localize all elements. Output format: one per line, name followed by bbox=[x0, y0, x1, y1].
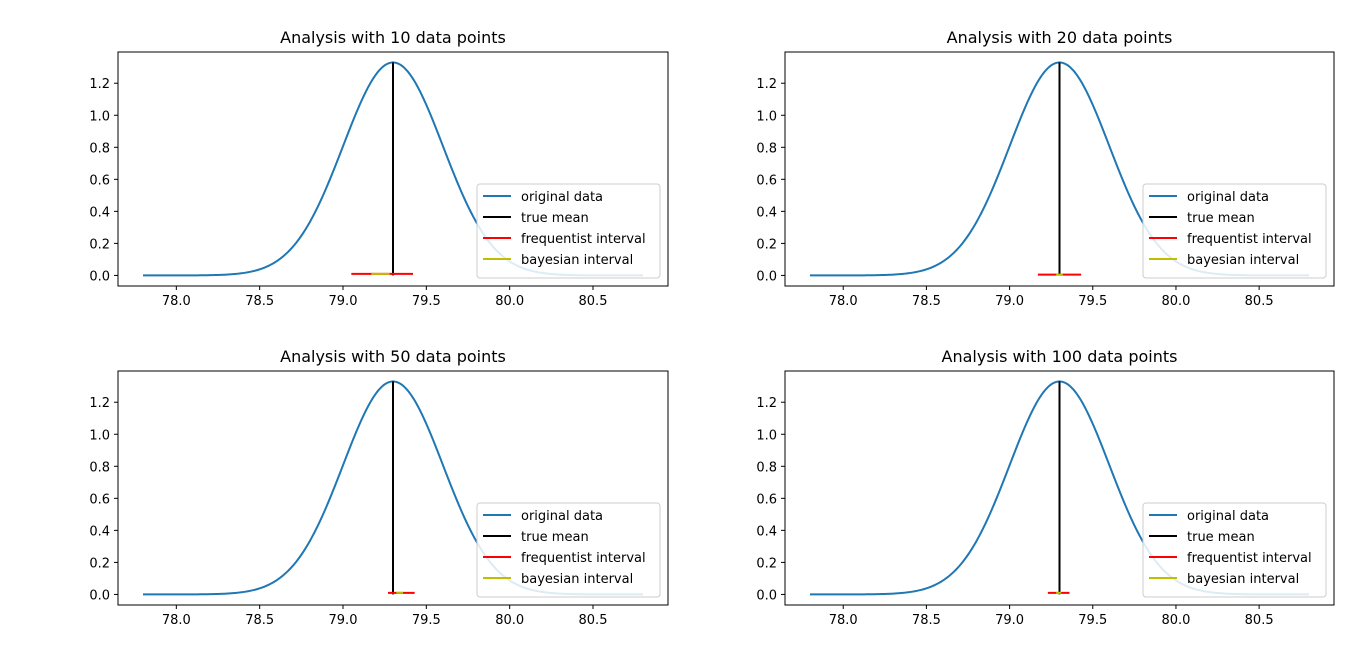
x-tick-label: 79.0 bbox=[995, 613, 1024, 628]
y-tick-label: 1.0 bbox=[89, 428, 110, 443]
y-tick-label: 0.8 bbox=[756, 141, 777, 156]
x-tick-label: 78.0 bbox=[162, 613, 191, 628]
y-tick-label: 1.0 bbox=[756, 428, 777, 443]
legend-label: true mean bbox=[521, 211, 589, 226]
x-tick-label: 79.0 bbox=[995, 294, 1024, 309]
y-tick-label: 1.2 bbox=[756, 77, 777, 92]
legend-label: original data bbox=[1187, 509, 1269, 524]
y-tick-label: 0.0 bbox=[89, 588, 110, 603]
y-tick-label: 0.2 bbox=[89, 237, 110, 252]
y-tick-label: 1.2 bbox=[89, 77, 110, 92]
legend-label: true mean bbox=[1187, 211, 1255, 226]
legend-label: true mean bbox=[521, 530, 589, 545]
legend-label: frequentist interval bbox=[521, 232, 646, 247]
x-tick-label: 79.5 bbox=[1078, 294, 1107, 309]
subplot-title: Analysis with 20 data points bbox=[947, 28, 1173, 47]
x-tick-label: 80.5 bbox=[579, 294, 608, 309]
y-tick-label: 0.8 bbox=[89, 141, 110, 156]
y-tick-label: 0.4 bbox=[756, 205, 777, 220]
y-tick-label: 0.8 bbox=[756, 460, 777, 475]
subplot-title: Analysis with 50 data points bbox=[280, 347, 506, 366]
legend: original data true mean frequentist interv… bbox=[476, 183, 661, 279]
legend-box bbox=[1142, 183, 1327, 279]
legend-label: bayesian interval bbox=[1187, 253, 1299, 268]
y-tick-label: 0.6 bbox=[756, 492, 777, 507]
x-tick-label: 80.0 bbox=[1161, 613, 1190, 628]
y-tick-label: 0.6 bbox=[89, 492, 110, 507]
legend-label: original data bbox=[1187, 190, 1269, 205]
y-tick-label: 0.0 bbox=[756, 269, 777, 284]
legend-label: frequentist interval bbox=[1187, 551, 1312, 566]
x-tick-label: 79.5 bbox=[412, 613, 441, 628]
legend-label: original data bbox=[521, 190, 603, 205]
legend-box bbox=[1142, 502, 1327, 598]
y-tick-label: 0.4 bbox=[89, 205, 110, 220]
x-tick-label: 80.0 bbox=[1161, 294, 1190, 309]
subplot-title: Analysis with 10 data points bbox=[280, 28, 506, 47]
legend-label: frequentist interval bbox=[1187, 232, 1312, 247]
x-tick-label: 79.5 bbox=[412, 294, 441, 309]
legend-label: bayesian interval bbox=[1187, 572, 1299, 587]
y-tick-label: 1.0 bbox=[89, 109, 110, 124]
x-tick-label: 80.5 bbox=[579, 613, 608, 628]
legend-box bbox=[476, 502, 661, 598]
y-tick-label: 0.6 bbox=[756, 173, 777, 188]
subplot-4: Analysis with 100 data points 78.0 78.5 79.… bbox=[756, 347, 1335, 628]
legend-label: original data bbox=[521, 509, 603, 524]
y-tick-label: 0.4 bbox=[756, 524, 777, 539]
y-tick-label: 0.2 bbox=[756, 237, 777, 252]
legend-label: bayesian interval bbox=[521, 253, 633, 268]
y-tick-label: 0.2 bbox=[89, 556, 110, 571]
axes-frame bbox=[117, 370, 669, 606]
x-tick-label: 80.5 bbox=[1245, 294, 1274, 309]
legend-label: true mean bbox=[1187, 530, 1255, 545]
y-tick-label: 0.0 bbox=[756, 588, 777, 603]
y-tick-label: 1.0 bbox=[756, 109, 777, 124]
x-tick-label: 78.0 bbox=[829, 294, 858, 309]
x-tick-label: 78.5 bbox=[912, 613, 941, 628]
subplot-1: Analysis with 10 data points 78.0 78.5 79.0… bbox=[89, 28, 669, 309]
y-tick-label: 0.4 bbox=[89, 524, 110, 539]
y-tick-label: 0.6 bbox=[89, 173, 110, 188]
subplot-2: Analysis with 20 data points 78.0 78.5 79.0… bbox=[756, 28, 1335, 309]
y-tick-label: 1.2 bbox=[89, 396, 110, 411]
x-tick-label: 79.0 bbox=[329, 294, 358, 309]
legend-label: frequentist interval bbox=[521, 551, 646, 566]
x-tick-label: 80.0 bbox=[495, 294, 524, 309]
legend-box bbox=[476, 183, 661, 279]
x-tick-label: 79.5 bbox=[1078, 613, 1107, 628]
legend: original data true mean frequentist interv… bbox=[1142, 502, 1327, 598]
legend: original data true mean frequentist interv… bbox=[1142, 183, 1327, 279]
x-tick-label: 79.0 bbox=[329, 613, 358, 628]
axes-frame bbox=[784, 51, 1335, 287]
y-tick-label: 1.2 bbox=[756, 396, 777, 411]
x-tick-label: 80.0 bbox=[495, 613, 524, 628]
subplot-3: Analysis with 50 data points 78.0 78.5 79.0… bbox=[89, 347, 669, 628]
axes-frame bbox=[117, 51, 669, 287]
x-tick-label: 78.0 bbox=[829, 613, 858, 628]
y-tick-label: 0.2 bbox=[756, 556, 777, 571]
x-tick-label: 78.5 bbox=[912, 294, 941, 309]
axes-frame bbox=[784, 370, 1335, 606]
legend: original data true mean frequentist interv… bbox=[476, 502, 661, 598]
x-tick-label: 78.5 bbox=[245, 294, 274, 309]
legend-label: bayesian interval bbox=[521, 572, 633, 587]
x-tick-label: 78.0 bbox=[162, 294, 191, 309]
y-tick-label: 0.8 bbox=[89, 460, 110, 475]
x-tick-label: 80.5 bbox=[1245, 613, 1274, 628]
y-tick-label: 0.0 bbox=[89, 269, 110, 284]
x-tick-label: 78.5 bbox=[245, 613, 274, 628]
subplot-title: Analysis with 100 data points bbox=[942, 347, 1178, 366]
